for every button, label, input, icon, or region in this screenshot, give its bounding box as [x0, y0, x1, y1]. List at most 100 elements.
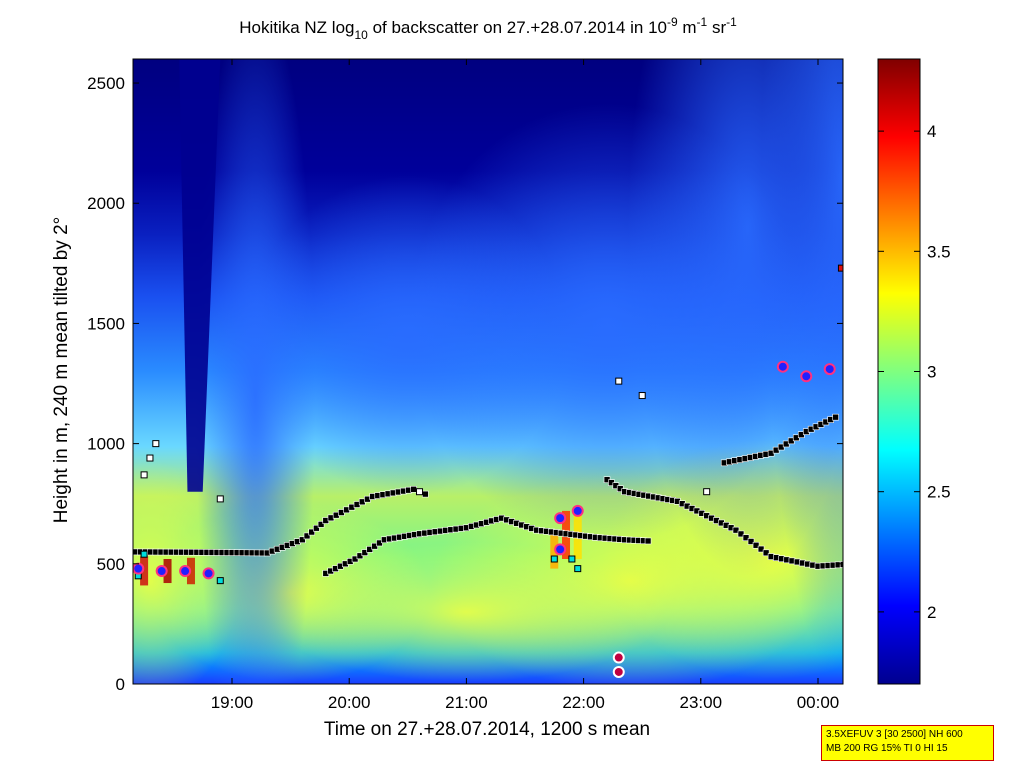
y-tick-label: 1500	[87, 314, 125, 333]
white-square-marker	[926, 412, 932, 418]
cyan-square-marker	[550, 555, 558, 563]
title-part: of backscatter on 27.+28.07.2014 in 10	[368, 18, 667, 37]
cyan-square-marker	[216, 577, 224, 585]
cyan-square-marker	[926, 229, 932, 235]
white-square-marker	[932, 441, 938, 447]
aerosol-layer-marker	[747, 538, 755, 545]
white-square-marker	[140, 471, 148, 479]
aerosol-layer-marker	[928, 532, 934, 538]
white-square-marker	[920, 277, 926, 283]
white-square-marker	[118, 489, 124, 495]
cloud-base-marker	[823, 363, 836, 376]
y-tick-label: 2000	[87, 194, 125, 213]
info-line-2: MB 200 RG 15% TI 0 HI 15	[826, 743, 948, 754]
colorbar-tick-label: 2	[927, 603, 936, 622]
plot-area	[118, 59, 952, 684]
x-axis-label: Time on 27.+28.07.2014, 1200 s mean	[324, 719, 650, 740]
cloud-base-marker	[776, 360, 789, 373]
field-feature	[266, 541, 667, 682]
aerosol-layer-marker	[303, 532, 311, 540]
x-tick-label: 22:00	[562, 693, 605, 712]
colorbar-tick-label: 2.5	[927, 483, 951, 502]
field-feature	[247, 175, 568, 496]
y-tick-label: 2500	[87, 74, 125, 93]
title-part: -1	[726, 15, 737, 29]
white-square-marker	[703, 488, 711, 496]
aerosol-layer-marker	[850, 561, 856, 567]
y-tick-label: 0	[116, 675, 125, 694]
x-tick-label: 23:00	[680, 693, 723, 712]
aerosol-layer-marker	[757, 545, 765, 553]
white-square-marker	[152, 440, 160, 448]
aerosol-layer-marker	[932, 532, 938, 538]
x-tick-label: 21:00	[445, 693, 488, 712]
x-tick-label: 00:00	[797, 693, 840, 712]
aerosol-layer-marker	[133, 548, 134, 556]
title-part: -9	[667, 15, 678, 29]
title-part: sr	[707, 18, 726, 37]
cyan-square-marker	[932, 537, 938, 543]
x-axis: 19:00 20:00 21:00 22:00 23:00 00:00	[211, 59, 840, 712]
cloud-base-marker	[848, 314, 858, 324]
aerosol-layer-marker	[422, 490, 429, 498]
aerosol-layer-marker	[732, 526, 740, 534]
aerosol-layer-marker	[870, 553, 876, 559]
y-axis-label: Height in m, 240 m mean tilted by 2°	[51, 217, 72, 523]
field-feature	[140, 556, 149, 586]
settings-info-box: 3.5XEFUV 3 [30 2500] NH 600 MB 200 RG 15…	[821, 725, 994, 761]
title-part: m	[678, 18, 697, 37]
aerosol-layer-marker	[410, 485, 417, 493]
colorbar-ticks: 2 2.5 3 3.5 4	[878, 122, 951, 622]
plot-frame	[132, 58, 844, 685]
title-part: 10	[354, 28, 368, 42]
y-axis: 0 500 1000 1500 2000 2500	[87, 74, 843, 694]
white-square-marker	[615, 377, 623, 385]
white-square-marker	[216, 495, 224, 503]
cloud-base-marker	[942, 287, 952, 297]
aerosol-layer-marker	[644, 537, 652, 545]
colorbar-tick-label: 3.5	[927, 242, 951, 261]
red-square-marker	[837, 264, 843, 272]
white-square-marker	[416, 488, 424, 496]
colorbar-tick-label: 3	[927, 363, 936, 382]
cyan-square-marker	[568, 555, 576, 563]
aerosol-layer-marker	[762, 549, 770, 557]
aerosol-layer-marker	[855, 559, 861, 565]
aerosol-layer-marker	[865, 555, 871, 561]
aerosol-layer-marker	[313, 524, 320, 532]
aerosol-layer-marker	[923, 532, 929, 538]
aerosol-layer-marker	[845, 561, 851, 567]
cloud-base-marker	[554, 512, 567, 525]
colorbar-tick-label: 4	[927, 122, 936, 141]
cloud-base-marker	[133, 562, 145, 575]
aerosol-layer-marker	[299, 536, 306, 544]
y-tick-label: 1000	[87, 435, 125, 454]
cloud-base-marker	[202, 567, 215, 580]
x-tick-label: 20:00	[328, 693, 371, 712]
colorbar	[877, 58, 921, 685]
aerosol-layer-marker	[308, 528, 315, 536]
info-line-1: 3.5XEFUV 3 [30 2500] NH 600	[826, 729, 963, 740]
aerosol-layer-marker	[742, 534, 750, 542]
field-feature	[179, 59, 221, 492]
aerosol-layer-marker	[832, 413, 839, 421]
cloud-base-marker	[155, 565, 168, 578]
cyan-square-marker	[140, 550, 148, 558]
magenta-circle-marker	[612, 665, 625, 678]
cloud-base-marker	[800, 370, 813, 383]
chart-title: Hokitika NZ log10 of backscatter on 27.+…	[239, 15, 737, 42]
white-square-marker	[938, 296, 944, 302]
title-part: Hokitika NZ log	[239, 18, 354, 37]
y-tick-label: 500	[97, 555, 125, 574]
aerosol-layer-marker	[737, 530, 745, 538]
heatmap-texture	[133, 59, 843, 684]
aerosol-layer-marker	[839, 561, 843, 568]
cloud-base-marker	[179, 565, 192, 578]
marker-layer	[118, 229, 952, 678]
aerosol-layer-marker	[752, 541, 760, 549]
title-part: -1	[697, 15, 708, 29]
aerosol-layer-marker	[317, 521, 325, 528]
white-square-marker	[146, 454, 154, 462]
x-tick-label: 19:00	[211, 693, 254, 712]
